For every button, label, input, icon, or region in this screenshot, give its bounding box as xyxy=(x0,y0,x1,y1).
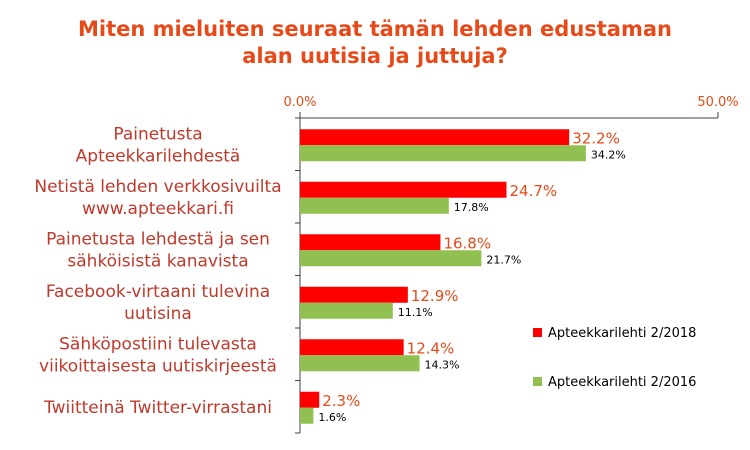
data-label-2016: 11.1% xyxy=(398,306,433,319)
bar-2016 xyxy=(300,355,420,372)
data-label-2016: 14.3% xyxy=(425,358,460,371)
bar-2018 xyxy=(300,339,404,356)
bar-2018 xyxy=(300,129,570,146)
data-label-2018: 24.7% xyxy=(509,182,557,200)
category-label: www.apteekkari.fi xyxy=(82,199,234,219)
category-label: Painetusta xyxy=(113,124,202,144)
x-tick-label: 0.0% xyxy=(283,95,316,110)
category-label: Painetusta lehdestä ja sen xyxy=(46,229,270,249)
bar-2018 xyxy=(300,234,441,251)
bar-2016 xyxy=(300,302,393,319)
category-label: Netistä lehden verkkosivuilta xyxy=(34,177,281,197)
data-label-2018: 32.2% xyxy=(572,129,620,147)
data-label-2016: 34.2% xyxy=(591,148,626,161)
category-label: uutisina xyxy=(124,304,192,324)
bar-2018 xyxy=(300,181,507,198)
legend-label-2016: Apteekkarilehti 2/2016 xyxy=(548,375,696,390)
bar-2016 xyxy=(300,145,586,162)
legend-label-2018: Apteekkarilehti 2/2018 xyxy=(548,326,696,341)
category-label: Apteekkarilehdestä xyxy=(76,146,241,166)
category-label: Twiitteinä Twitter-virrastani xyxy=(43,398,272,418)
category-label: viikoittaisesta uutiskirjeestä xyxy=(39,356,277,376)
x-tick-label: 50.0% xyxy=(697,95,738,110)
data-label-2016: 1.6% xyxy=(318,411,346,424)
bar-2016 xyxy=(300,197,449,214)
chart-title: Miten mieluiten seuraat tämän lehden edu… xyxy=(0,16,750,70)
category-label: Facebook-virtaani tulevina xyxy=(46,282,270,302)
data-label-2018: 12.4% xyxy=(407,339,455,357)
category-label: sähköisistä kanavista xyxy=(67,251,248,271)
bar-2016 xyxy=(300,407,314,424)
legend-swatch-2016 xyxy=(533,377,542,386)
bar-2016 xyxy=(300,250,482,267)
legend-swatch-2018 xyxy=(533,328,542,337)
data-label-2018: 16.8% xyxy=(443,234,491,252)
chart-title-line-1: Miten mieluiten seuraat tämän lehden edu… xyxy=(78,17,672,41)
chart-title-line-2: alan uutisia ja juttuja? xyxy=(242,44,508,68)
bar-2018 xyxy=(300,391,320,408)
category-label: Sähköpostiini tulevasta xyxy=(59,334,257,354)
data-label-2016: 17.8% xyxy=(454,201,489,214)
data-label-2018: 2.3% xyxy=(322,392,360,410)
data-label-2016: 21.7% xyxy=(486,253,521,266)
data-label-2018: 12.9% xyxy=(411,287,459,305)
bar-2018 xyxy=(300,286,408,303)
